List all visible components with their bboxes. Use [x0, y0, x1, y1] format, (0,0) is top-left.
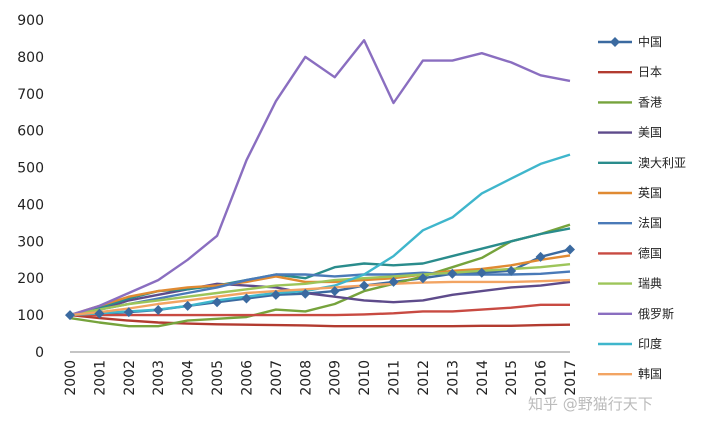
series-line-4	[69, 280, 571, 317]
legend-label: 美国	[638, 126, 662, 140]
legend-label: 德国	[638, 245, 662, 260]
series-line-12	[69, 278, 571, 317]
y-tick-label: 0	[35, 345, 44, 361]
series-line-3	[69, 223, 571, 328]
legend-label: 法国	[638, 216, 662, 230]
data-point	[94, 308, 105, 319]
data-point	[329, 286, 340, 297]
y-tick-label: 700	[17, 87, 44, 103]
data-point	[241, 293, 252, 304]
x-tick-label: 2000	[63, 360, 79, 396]
x-tick-label: 2013	[445, 360, 461, 396]
x-tick-label: 2006	[239, 360, 255, 396]
x-tick-label: 2017	[563, 360, 579, 396]
x-tick-label: 2008	[298, 360, 314, 396]
legend-label: 澳大利亚	[638, 156, 686, 170]
data-point	[506, 265, 517, 276]
data-point	[182, 300, 193, 311]
data-point	[565, 244, 575, 255]
x-tick-label: 2016	[534, 360, 550, 396]
x-tick-label: 2014	[475, 360, 491, 396]
x-tick-label: 2012	[416, 360, 432, 396]
legend-label: 瑞典	[638, 277, 662, 291]
data-point	[300, 288, 311, 299]
x-tick-label: 2015	[504, 360, 520, 396]
y-tick-label: 500	[17, 161, 44, 177]
data-point	[417, 273, 428, 284]
series-line-8	[70, 303, 570, 317]
x-tick-label: 2007	[269, 360, 285, 396]
data-point	[123, 307, 134, 318]
data-point	[212, 297, 223, 308]
data-point	[447, 268, 458, 279]
data-point	[388, 276, 399, 287]
data-point	[270, 289, 281, 300]
legend-label: 中国	[638, 34, 662, 49]
legend-label: 韩国	[638, 366, 662, 381]
x-tick-label: 2002	[122, 360, 138, 396]
data-point	[153, 304, 164, 315]
legend-label: 俄罗斯	[638, 307, 674, 321]
x-tick-labels: 2000 2001 2002 2003 2004 2005 2006 2007 2008 2009…	[63, 360, 579, 396]
watermark: 知乎 @野猫行天下	[528, 395, 653, 413]
data-point	[359, 280, 370, 291]
legend-label: 英国	[638, 186, 662, 200]
series-line-10	[69, 39, 571, 317]
x-tick-label: 2009	[328, 360, 344, 396]
data-point	[476, 267, 487, 278]
y-tick-label: 200	[17, 271, 44, 287]
series-line-9	[69, 263, 571, 317]
y-tick-label: 900	[17, 13, 44, 29]
x-tick-label: 2001	[92, 360, 108, 396]
x-tick-label: 2004	[181, 360, 197, 396]
data-point	[65, 310, 75, 321]
y-tick-label: 100	[17, 308, 44, 324]
x-tick-label: 2011	[387, 360, 403, 396]
legend-label: 印度	[638, 336, 662, 351]
series-line-2	[69, 313, 571, 328]
x-tick-label: 2003	[151, 360, 167, 396]
legend-label: 日本	[638, 65, 662, 79]
legend-label: 香港	[638, 95, 662, 109]
series-line-11	[69, 153, 571, 317]
series-group	[65, 39, 575, 328]
data-point	[535, 251, 546, 262]
y-tick-labels: 0 100 200 300 400 500 600 700 800 900	[17, 13, 44, 361]
y-tick-label: 400	[17, 197, 44, 213]
y-tick-label: 800	[17, 50, 44, 66]
y-tick-label: 300	[17, 234, 44, 250]
x-tick-label: 2010	[357, 360, 373, 396]
legend-marker	[610, 37, 620, 47]
y-tick-label: 600	[17, 124, 44, 140]
x-tick-label: 2005	[210, 360, 226, 396]
series-line-7	[69, 270, 571, 317]
